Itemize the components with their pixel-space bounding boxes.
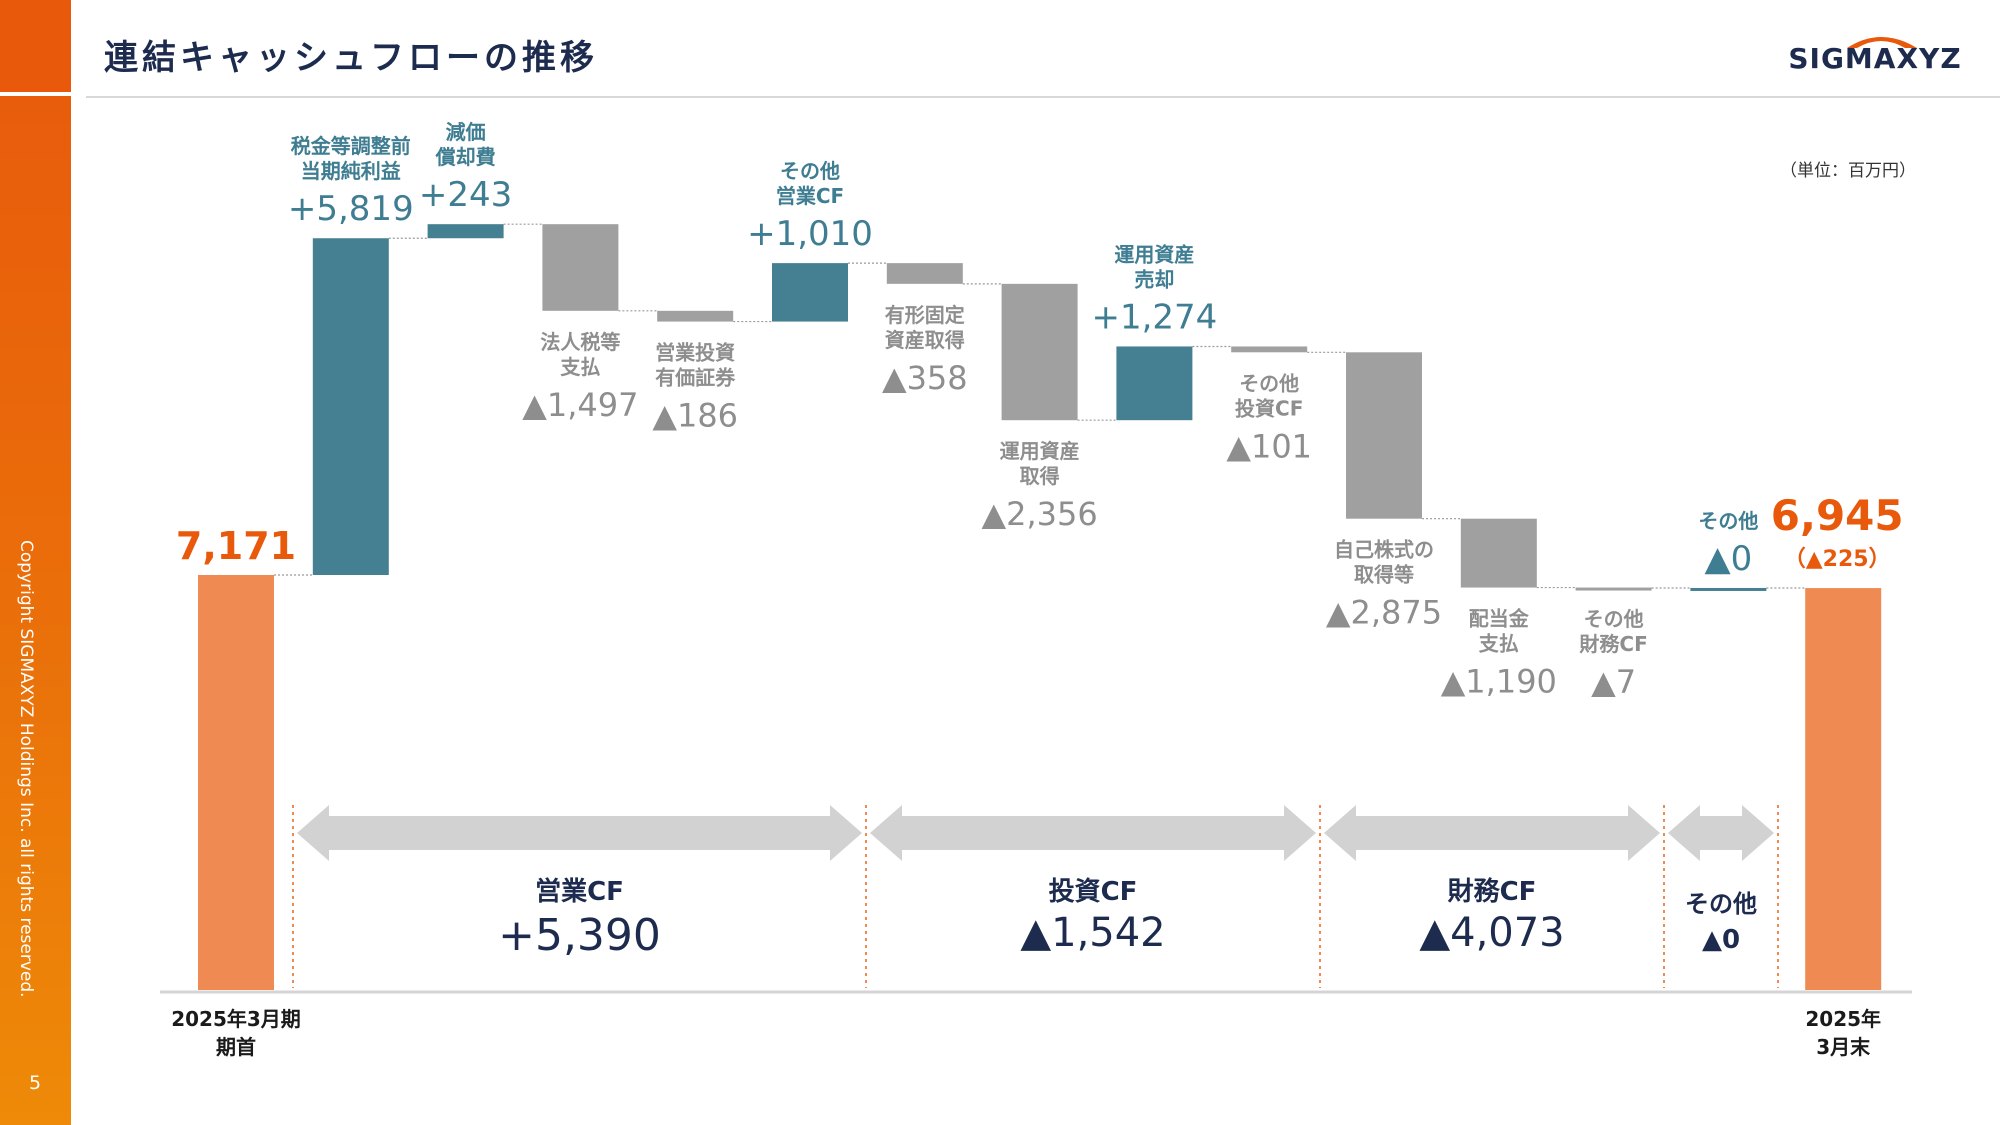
sidebar-band: Copyright SIGMAXYZ Holdings Inc. all rig… [0,0,71,1125]
category-label: 取得 [1020,464,1060,488]
page-number: 5 [28,1072,42,1094]
increase-bar [427,224,504,239]
category-label: その他 [1698,509,1758,533]
decrease-bar [657,310,734,322]
category-label: 償却費 [435,145,496,169]
delta-value-label: ▲1,190 [1441,663,1557,701]
axis-category-label: 期首 [216,1035,256,1059]
increase-bar [312,238,389,575]
delta-value-label: +243 [419,175,512,215]
decrease-bar [1460,518,1537,588]
axis-category-label: 2025年3月期 [171,1007,301,1031]
decrease-bar [1231,346,1308,353]
delta-value-label: +5,819 [288,189,414,229]
category-label: 有形固定 [885,303,965,327]
logo-wordmark: SIGMAXYZ [1788,42,1962,75]
category-label: 税金等調整前 [291,134,411,158]
category-label: 運用資産 [1000,439,1080,463]
category-label: 配当金 [1469,607,1530,631]
increase-bar [1690,587,1767,591]
category-label: 売却 [1134,267,1174,291]
category-label: 法人税等 [540,330,620,354]
category-label: 取得等 [1354,563,1414,587]
title-divider [86,96,2000,98]
delta-value-label: ▲7 [1591,663,1636,701]
group-total-label: +5,390 [498,910,661,961]
decrease-bar [542,224,619,311]
category-label: 当期純利益 [301,159,401,183]
increase-bar [1116,346,1193,421]
delta-value-label: ▲186 [652,397,738,435]
sidebar-cap [0,0,71,96]
group-name-label: その他 [1685,890,1757,918]
category-label: 減価 [446,120,486,144]
increase-bar [772,263,848,322]
category-label: その他 [1584,607,1644,631]
total-value-label: 6,945 [1771,491,1904,540]
category-label: その他 [1239,371,1299,395]
category-label: 有価証券 [655,366,736,390]
logo-arc-icon [1847,37,1917,48]
total-bar [1805,588,1882,990]
decrease-bar [1575,587,1652,591]
unit-note: （単位：百万円） [1780,161,1916,181]
delta-value-label: ▲1,497 [522,386,638,424]
group-name-label: 営業CF [535,877,624,907]
waterfall-bars [160,223,1912,994]
group-total-label: ▲0 [1702,925,1740,955]
category-label: 支払 [1479,632,1519,656]
delta-value-label: ▲2,356 [981,495,1097,533]
total-change-label: （▲225） [1784,547,1891,572]
category-label: 運用資産 [1114,242,1194,266]
total-value-label: 7,171 [176,524,296,568]
delta-value-label: ▲101 [1226,427,1312,465]
group-total-label: ▲1,542 [1020,910,1165,956]
category-label: 支払 [560,355,600,379]
group-span-arrow-icon [870,805,1316,861]
category-label: 財務CF [1579,632,1647,656]
group-name-label: 財務CF [1448,877,1537,907]
delta-value-label: ▲2,875 [1326,594,1442,632]
group-name-label: 投資CF [1049,877,1138,907]
delta-value-label: ▲0 [1705,539,1753,579]
decrease-bar [886,263,963,284]
delta-value-label: +1,010 [747,214,873,254]
group-total-label: ▲4,073 [1419,910,1564,956]
company-logo: SIGMAXYZ [1785,24,1965,75]
decrease-bar [1346,352,1422,519]
delta-value-label: ▲358 [882,359,968,397]
axis-category-label: 2025年 [1805,1007,1881,1031]
delta-value-label: +1,274 [1091,297,1217,337]
category-label: 営業投資 [655,341,735,365]
category-label: 資産取得 [885,328,965,352]
group-span-arrow-icon [1324,805,1660,861]
axis-category-label: 3月末 [1816,1035,1871,1059]
group-span-arrow-icon [1668,805,1774,861]
group-span-arrow-icon [297,805,862,861]
decrease-bar [1001,283,1078,421]
category-label: その他 [780,159,840,183]
category-label: 投資CF [1235,396,1303,420]
total-bar [198,575,274,990]
group-arrows [292,805,1779,988]
category-label: 営業CF [776,184,844,208]
group-summaries: 営業CF+5,390 投資CF▲1,542 財務CF▲4,073 その他 ▲0 [498,877,1757,961]
category-label: 自己株式の [1334,538,1434,562]
page-title: 連結キャッシュフローの推移 [104,38,598,78]
